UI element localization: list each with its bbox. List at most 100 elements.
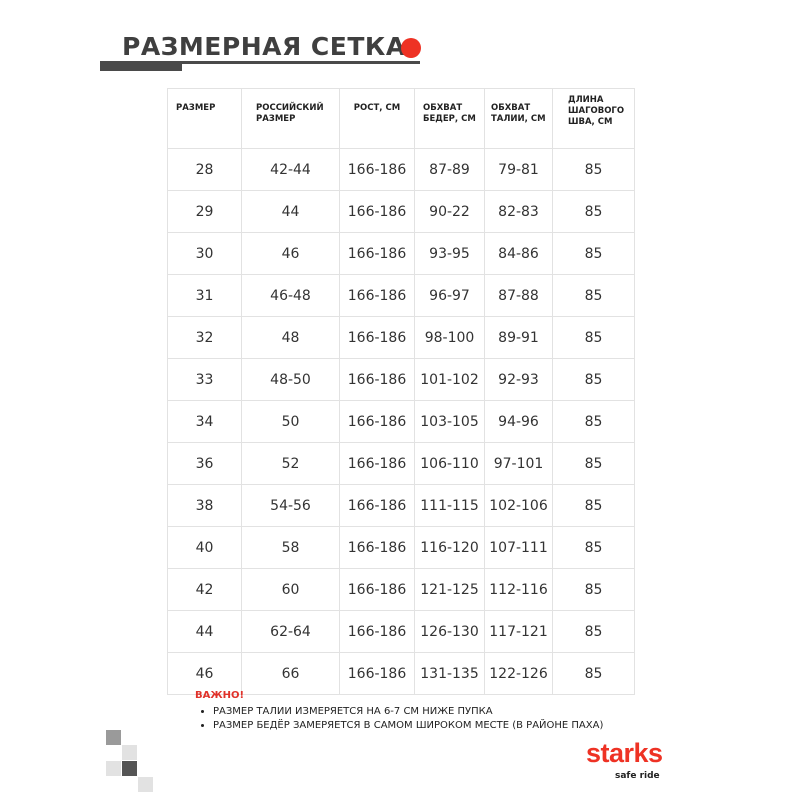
table-row: 40 58 166-186 116-120 107-111 85 xyxy=(167,526,635,569)
table-cell: 93-95 xyxy=(414,232,485,275)
table-cell: 46-48 xyxy=(241,274,340,317)
table-cell: 40 xyxy=(167,526,242,569)
table-cell: 33 xyxy=(167,358,242,401)
table-cell: 85 xyxy=(552,610,635,653)
table-cell: 98-100 xyxy=(414,316,485,359)
header-cell: ОБХВАТ БЕДЕР, СМ xyxy=(414,88,485,149)
size-table: РАЗМЕР РОССИЙСКИЙ РАЗМЕР РОСТ, СМ ОБХВАТ… xyxy=(167,88,635,695)
table-cell: 79-81 xyxy=(484,148,553,191)
table-cell: 44 xyxy=(241,190,340,233)
table-cell: 85 xyxy=(552,358,635,401)
table-cell: 166-186 xyxy=(339,484,415,527)
table-row: 46 66 166-186 131-135 122-126 85 xyxy=(167,652,635,695)
table-cell: 166-186 xyxy=(339,190,415,233)
table-cell: 42 xyxy=(167,568,242,611)
table-cell: 85 xyxy=(552,526,635,569)
table-cell: 166-186 xyxy=(339,316,415,359)
decor-square xyxy=(138,777,153,792)
table-cell: 101-102 xyxy=(414,358,485,401)
table-cell: 46 xyxy=(241,232,340,275)
table-cell: 166-186 xyxy=(339,148,415,191)
table-cell: 32 xyxy=(167,316,242,359)
header-cell: РОСТ, СМ xyxy=(339,88,415,149)
table-cell: 38 xyxy=(167,484,242,527)
table-cell: 85 xyxy=(552,652,635,695)
table-cell: 36 xyxy=(167,442,242,485)
table-row: 29 44 166-186 90-22 82-83 85 xyxy=(167,190,635,233)
header-cell: РАЗМЕР xyxy=(167,88,242,149)
table-row: 44 62-64 166-186 126-130 117-121 85 xyxy=(167,610,635,653)
decor-square xyxy=(122,745,137,760)
table-row: 36 52 166-186 106-110 97-101 85 xyxy=(167,442,635,485)
table-cell: 121-125 xyxy=(414,568,485,611)
decor-square xyxy=(106,761,121,776)
table-cell: 85 xyxy=(552,190,635,233)
table-cell: 166-186 xyxy=(339,526,415,569)
table-cell: 30 xyxy=(167,232,242,275)
table-row: 32 48 166-186 98-100 89-91 85 xyxy=(167,316,635,359)
table-cell: 52 xyxy=(241,442,340,485)
header-cell: ОБХВАТ ТАЛИИ, СМ xyxy=(484,88,553,149)
important-note: ВАЖНО! РАЗМЕР ТАЛИИ ИЗМЕРЯЕТСЯ НА 6-7 СМ… xyxy=(195,689,603,733)
table-cell: 85 xyxy=(552,568,635,611)
table-cell: 58 xyxy=(241,526,340,569)
table-cell: 166-186 xyxy=(339,610,415,653)
table-cell: 97-101 xyxy=(484,442,553,485)
table-cell: 131-135 xyxy=(414,652,485,695)
table-cell: 34 xyxy=(167,400,242,443)
decor-square xyxy=(106,730,121,745)
table-cell: 66 xyxy=(241,652,340,695)
table-cell: 166-186 xyxy=(339,442,415,485)
table-cell: 122-126 xyxy=(484,652,553,695)
table-cell: 107-111 xyxy=(484,526,553,569)
table-cell: 60 xyxy=(241,568,340,611)
table-cell: 106-110 xyxy=(414,442,485,485)
table-cell: 166-186 xyxy=(339,358,415,401)
table-cell: 29 xyxy=(167,190,242,233)
header-cell: ДЛИНА ШАГОВОГО ШВА, СМ xyxy=(552,88,635,149)
red-dot-icon xyxy=(401,38,421,58)
table-cell: 103-105 xyxy=(414,400,485,443)
table-cell: 62-64 xyxy=(241,610,340,653)
table-cell: 42-44 xyxy=(241,148,340,191)
table-cell: 166-186 xyxy=(339,400,415,443)
warning-label: ВАЖНО! xyxy=(195,690,245,701)
table-row: 38 54-56 166-186 111-115 102-106 85 xyxy=(167,484,635,527)
table-row: 42 60 166-186 121-125 112-116 85 xyxy=(167,568,635,611)
logo-tagline: safe ride xyxy=(615,771,660,781)
table-row: 31 46-48 166-186 96-97 87-88 85 xyxy=(167,274,635,317)
table-cell: 87-89 xyxy=(414,148,485,191)
table-cell: 85 xyxy=(552,484,635,527)
table-cell: 85 xyxy=(552,274,635,317)
table-cell: 166-186 xyxy=(339,568,415,611)
table-cell: 85 xyxy=(552,148,635,191)
decor-square xyxy=(122,761,137,776)
table-cell: 166-186 xyxy=(339,232,415,275)
table-cell: 94-96 xyxy=(484,400,553,443)
table-cell: 82-83 xyxy=(484,190,553,233)
table-cell: 46 xyxy=(167,652,242,695)
note-item: РАЗМЕР БЕДЁР ЗАМЕРЯЕТСЯ В САМОМ ШИРОКОМ … xyxy=(213,719,603,733)
table-cell: 85 xyxy=(552,232,635,275)
table-cell: 112-116 xyxy=(484,568,553,611)
table-cell: 90-22 xyxy=(414,190,485,233)
table-cell: 166-186 xyxy=(339,652,415,695)
table-cell: 85 xyxy=(552,316,635,359)
table-cell: 96-97 xyxy=(414,274,485,317)
table-cell: 166-186 xyxy=(339,274,415,317)
table-cell: 89-91 xyxy=(484,316,553,359)
starks-logo: starks xyxy=(586,738,663,768)
table-cell: 84-86 xyxy=(484,232,553,275)
note-item: РАЗМЕР ТАЛИИ ИЗМЕРЯЕТСЯ НА 6-7 СМ НИЖЕ П… xyxy=(213,705,603,719)
page-title: РАЗМЕРНАЯ СЕТКА xyxy=(122,32,406,61)
table-cell: 92-93 xyxy=(484,358,553,401)
table-cell: 28 xyxy=(167,148,242,191)
table-header: РАЗМЕР РОССИЙСКИЙ РАЗМЕР РОСТ, СМ ОБХВАТ… xyxy=(167,88,635,149)
table-cell: 111-115 xyxy=(414,484,485,527)
table-cell: 54-56 xyxy=(241,484,340,527)
header-cell: РОССИЙСКИЙ РАЗМЕР xyxy=(241,88,340,149)
table-cell: 126-130 xyxy=(414,610,485,653)
table-cell: 102-106 xyxy=(484,484,553,527)
table-cell: 50 xyxy=(241,400,340,443)
table-row: 28 42-44 166-186 87-89 79-81 85 xyxy=(167,148,635,191)
